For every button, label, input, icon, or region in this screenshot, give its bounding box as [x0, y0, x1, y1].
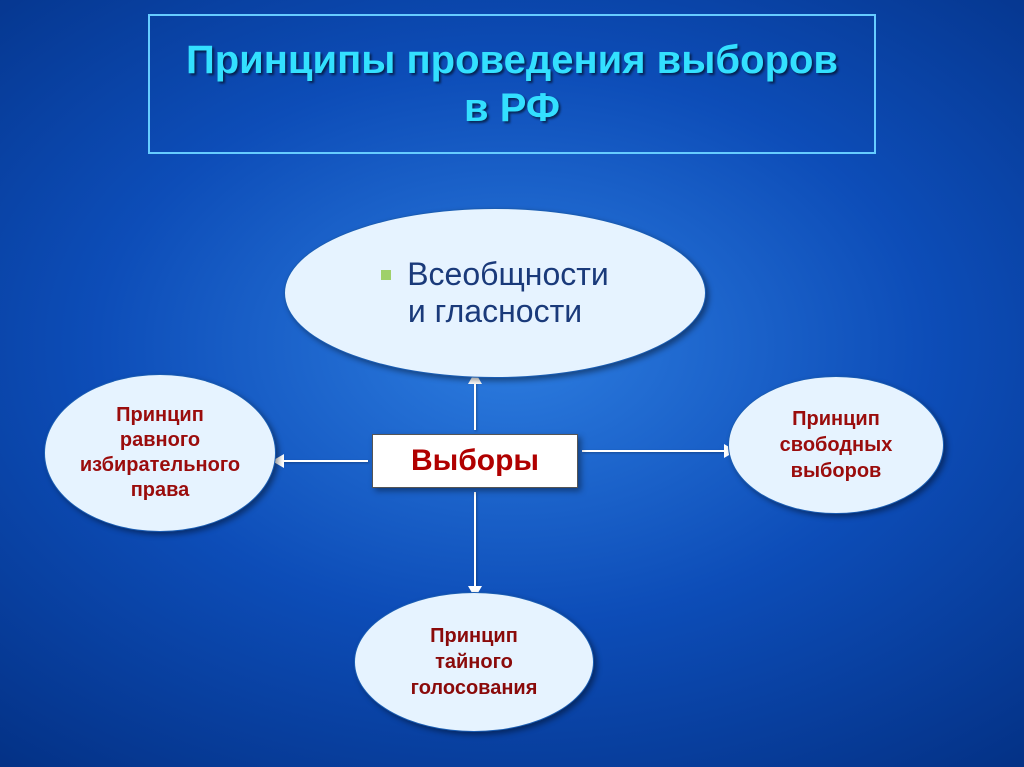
title-box: Принципы проведения выборов в РФ — [148, 14, 876, 154]
node-top-line2: и гласности — [408, 293, 582, 330]
node-right: Принцип свободных выборов — [728, 376, 944, 514]
node-left-line4: права — [131, 478, 190, 503]
diagram-stage: Принципы проведения выборов в РФ Всеобщн… — [0, 0, 1024, 767]
node-top-line1: Всеобщности — [407, 256, 609, 293]
node-right-line2: свободных — [780, 432, 893, 458]
node-bottom-line1: Принцип — [430, 623, 518, 649]
node-left: Принцип равного избирательного права — [44, 374, 276, 532]
arrow-up — [474, 382, 476, 430]
node-bottom: Принцип тайного голосования — [354, 592, 594, 732]
bullet-icon — [381, 270, 391, 280]
node-right-line3: выборов — [791, 458, 882, 484]
node-top: Всеобщности и гласности — [284, 208, 706, 378]
center-node: Выборы — [372, 434, 578, 488]
node-right-line1: Принцип — [792, 406, 880, 432]
arrow-left — [282, 460, 368, 462]
arrow-down — [474, 492, 476, 588]
arrow-right — [582, 450, 726, 452]
slide-title: Принципы проведения выборов в РФ — [180, 36, 844, 132]
center-node-label: Выборы — [411, 444, 539, 478]
node-bottom-line3: голосования — [411, 675, 538, 701]
node-left-line3: избирательного — [80, 453, 240, 478]
node-left-line1: Принцип — [116, 403, 204, 428]
node-bottom-line2: тайного — [435, 649, 513, 675]
node-left-line2: равного — [120, 428, 200, 453]
